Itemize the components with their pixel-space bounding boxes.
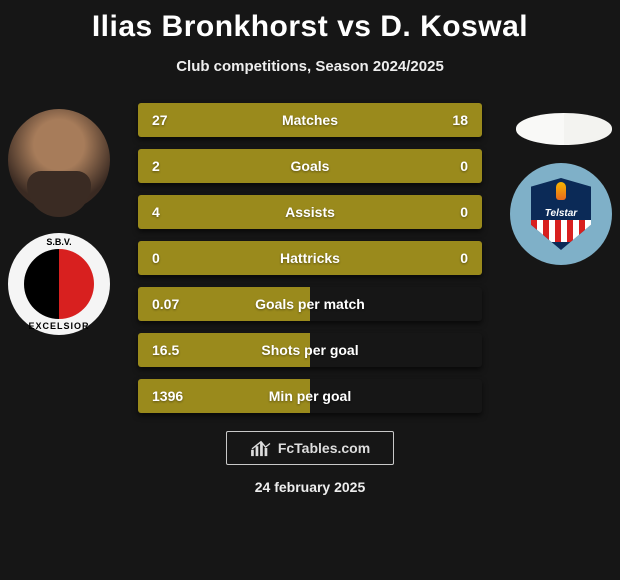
stat-left-value: 27 (152, 112, 212, 128)
stat-left-value: 16.5 (152, 342, 212, 358)
club-left-ring-bottom: EXCELSIOR (8, 233, 110, 335)
stat-label: Hattricks (212, 250, 408, 266)
stat-right-value: 0 (408, 158, 468, 174)
page-subtitle: Club competitions, Season 2024/2025 (0, 58, 620, 75)
footer-brand-text: FcTables.com (278, 440, 370, 456)
stat-right-value: 0 (408, 250, 468, 266)
stat-row: 0.07Goals per match (138, 287, 482, 321)
stat-row: 0Hattricks0 (138, 241, 482, 275)
stat-left-value: 0 (152, 250, 212, 266)
club-right-badge: Telstar (510, 163, 612, 265)
stats-table: 27Matches182Goals04Assists00Hattricks00.… (138, 103, 482, 413)
stat-left-value: 4 (152, 204, 212, 220)
stat-left-value: 0.07 (152, 296, 212, 312)
stat-right-value: 18 (408, 112, 468, 128)
stat-row: 4Assists0 (138, 195, 482, 229)
stat-right-value: 0 (408, 204, 468, 220)
player-right-avatar (516, 113, 612, 145)
stat-label: Goals (212, 158, 408, 174)
footer-brand: FcTables.com (226, 431, 394, 465)
stat-label: Goals per match (212, 296, 408, 312)
comparison-content: S.B.V. EXCELSIOR Telstar 27Matches182Goa… (0, 103, 620, 413)
stat-row: 2Goals0 (138, 149, 482, 183)
stat-label: Assists (212, 204, 408, 220)
stat-left-value: 1396 (152, 388, 212, 404)
player-left-avatar (8, 109, 110, 211)
stat-row: 27Matches18 (138, 103, 482, 137)
stat-row: 1396Min per goal (138, 379, 482, 413)
stat-left-value: 2 (152, 158, 212, 174)
footer-date: 24 february 2025 (0, 479, 620, 495)
chart-icon (250, 439, 272, 457)
stat-label: Shots per goal (212, 342, 408, 358)
stat-label: Min per goal (212, 388, 408, 404)
stat-label: Matches (212, 112, 408, 128)
page-title: Ilias Bronkhorst vs D. Koswal (0, 0, 620, 44)
stat-row: 16.5Shots per goal (138, 333, 482, 367)
club-right-label: Telstar (510, 208, 612, 219)
club-left-badge: S.B.V. EXCELSIOR (8, 233, 110, 335)
